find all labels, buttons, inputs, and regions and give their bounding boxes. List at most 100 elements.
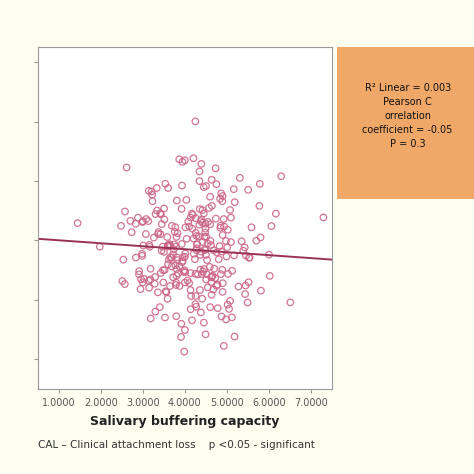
Point (197, 309, 205, 316)
Point (204, 283, 211, 291)
Point (138, 218, 146, 226)
Point (202, 276, 210, 283)
Point (208, 273, 215, 281)
Point (223, 253, 230, 260)
Point (165, 241, 173, 249)
Point (193, 245, 201, 252)
Point (220, 223, 228, 230)
Point (224, 301, 231, 309)
Point (173, 233, 180, 241)
Point (248, 224, 255, 231)
Point (199, 295, 206, 302)
Point (230, 185, 237, 193)
Point (190, 235, 197, 242)
Point (177, 333, 185, 341)
Point (214, 304, 221, 312)
Point (207, 241, 215, 249)
Point (215, 255, 222, 263)
Point (201, 225, 209, 232)
Point (201, 246, 209, 254)
Point (121, 208, 129, 215)
Point (172, 243, 180, 250)
Point (226, 206, 234, 214)
Point (265, 251, 273, 258)
Point (182, 268, 189, 276)
Point (147, 315, 155, 322)
Point (153, 184, 161, 192)
Point (156, 210, 164, 217)
Point (139, 218, 146, 225)
Point (146, 241, 153, 249)
Point (241, 290, 249, 298)
Point (266, 272, 273, 280)
Point (219, 198, 226, 205)
Point (216, 195, 224, 202)
Point (192, 270, 200, 278)
Point (224, 243, 231, 251)
Point (189, 225, 196, 233)
Point (132, 220, 139, 228)
X-axis label: Salivary buffering capacity: Salivary buffering capacity (90, 415, 280, 428)
Point (154, 289, 162, 296)
Point (174, 270, 182, 277)
Point (239, 247, 247, 255)
Point (217, 270, 225, 278)
Point (231, 333, 238, 340)
Point (319, 214, 327, 221)
Point (187, 286, 194, 294)
Point (176, 282, 183, 290)
Point (146, 284, 153, 292)
Point (227, 214, 235, 221)
Point (225, 305, 233, 313)
Point (228, 313, 236, 321)
Point (137, 275, 145, 283)
Point (139, 242, 147, 249)
Point (168, 263, 176, 270)
Point (178, 182, 186, 189)
Point (224, 270, 232, 278)
Point (193, 232, 201, 240)
Point (171, 228, 179, 236)
Point (196, 205, 204, 213)
Point (182, 250, 189, 257)
Point (224, 226, 232, 234)
Point (202, 220, 210, 228)
Point (169, 251, 177, 258)
Point (242, 252, 250, 259)
Text: CAL – Clinical attachment loss    p <0.05 - significant: CAL – Clinical attachment loss p <0.05 -… (38, 440, 315, 450)
Point (206, 303, 214, 311)
Point (178, 258, 186, 266)
Point (185, 223, 193, 230)
Point (181, 326, 189, 334)
Point (142, 230, 150, 238)
Point (193, 241, 201, 248)
Point (182, 224, 189, 231)
Point (160, 279, 167, 286)
Point (190, 250, 198, 257)
Point (203, 271, 210, 278)
Point (159, 243, 166, 250)
Point (268, 222, 275, 230)
Point (180, 268, 188, 276)
Point (202, 330, 210, 338)
Point (201, 233, 208, 241)
Point (161, 266, 168, 274)
Point (151, 280, 159, 288)
Point (230, 252, 238, 259)
Point (152, 308, 159, 315)
Point (199, 238, 206, 246)
Point (192, 214, 200, 222)
Point (219, 192, 227, 200)
Point (181, 348, 188, 356)
Point (146, 243, 154, 251)
Point (188, 317, 196, 324)
Point (136, 267, 143, 275)
Point (183, 235, 191, 243)
Point (187, 214, 194, 221)
Point (142, 215, 150, 223)
Point (174, 229, 182, 237)
Point (192, 246, 200, 254)
Point (220, 342, 228, 350)
Point (277, 173, 285, 180)
Point (218, 190, 225, 197)
